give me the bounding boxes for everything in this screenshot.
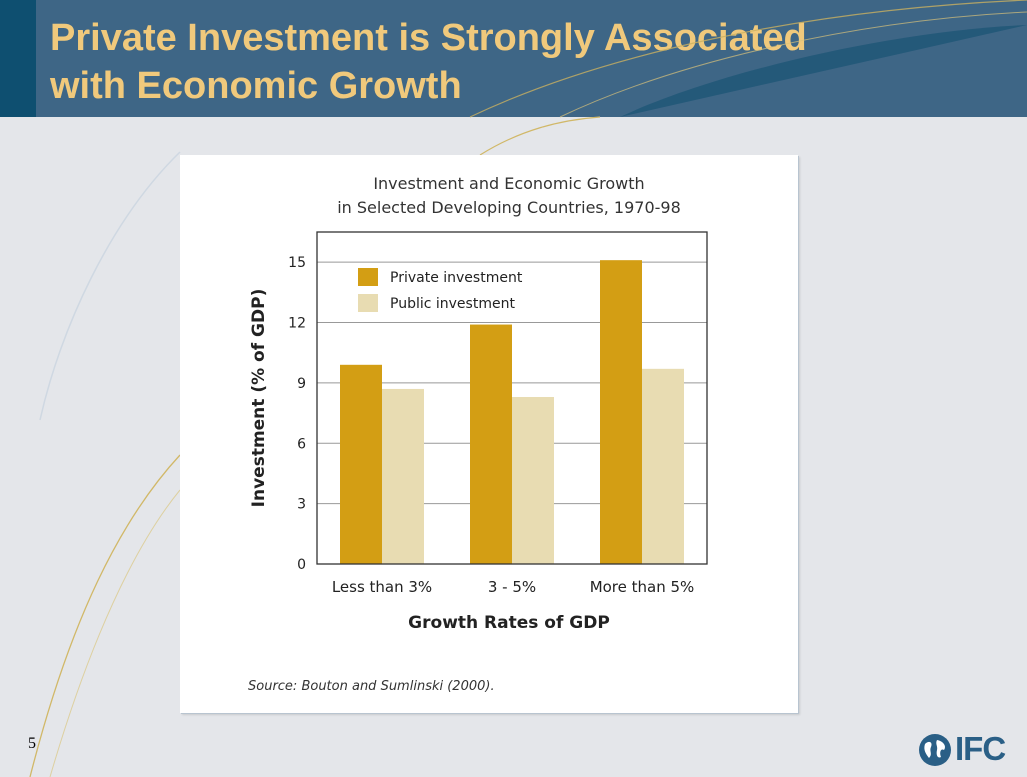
page-number: 5 [28, 735, 36, 752]
x-tick-label: Less than 3% [332, 578, 432, 596]
legend-swatch [358, 294, 378, 312]
chart-source: Source: Bouton and Sumlinski (2000). [248, 679, 495, 694]
logo-text: IFC [955, 730, 1006, 767]
bar-public [382, 388, 424, 564]
legend-swatch [358, 268, 378, 286]
y-tick-label: 3 [297, 497, 306, 513]
plot-frame [316, 231, 708, 565]
x-axis-label: Growth Rates of GDP [408, 613, 610, 633]
slide-header: Private Investment is Strongly Associate… [0, 0, 1027, 117]
legend-label: Public investment [390, 296, 515, 312]
bar-private [600, 260, 642, 564]
x-tick-label: More than 5% [590, 578, 695, 596]
bar-chart: Investment and Economic Growth in Selecte… [249, 174, 708, 633]
globe-icon [919, 734, 951, 766]
ifc-logo: IFC [917, 730, 1012, 770]
bar-private [340, 364, 382, 564]
y-axis-label: Investment (% of GDP) [249, 289, 269, 508]
y-tick-label: 15 [288, 255, 306, 271]
bar-public [642, 368, 684, 564]
chart-subtitle: in Selected Developing Countries, 1970-9… [337, 198, 681, 217]
legend-label: Private investment [390, 270, 523, 286]
y-tick-label: 12 [288, 316, 306, 332]
y-tick-label: 0 [297, 557, 306, 573]
bar-private [470, 324, 512, 564]
slide-title-line-2: with Economic Growth [50, 65, 462, 107]
chart-panel: Investment and Economic Growth in Selecte… [180, 155, 798, 713]
slide-title-line-1: Private Investment is Strongly Associate… [50, 17, 807, 59]
slide-title: Private Investment is Strongly Associate… [50, 14, 950, 110]
y-tick-label: 9 [297, 376, 306, 392]
chart-title: Investment and Economic Growth [373, 174, 644, 193]
header-band [0, 0, 36, 117]
y-tick-label: 6 [297, 436, 306, 452]
x-tick-label: 3 - 5% [488, 578, 536, 596]
bar-public [512, 396, 554, 564]
